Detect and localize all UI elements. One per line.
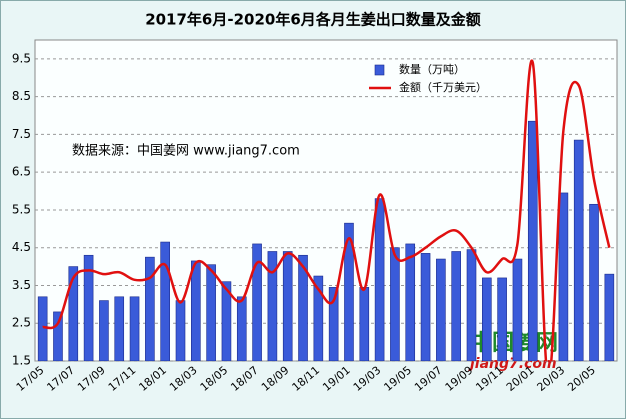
bar [145, 256, 155, 361]
bar [558, 192, 569, 361]
bar [527, 120, 538, 361]
bar [236, 296, 247, 361]
y-tick-label: 5.5 [12, 202, 31, 216]
watermark: jiang7.com [468, 356, 557, 372]
y-tick-label: 8.5 [12, 89, 31, 103]
plot [37, 59, 615, 361]
bar [482, 277, 492, 361]
bar [267, 251, 278, 361]
bar [374, 198, 385, 361]
bar [282, 251, 293, 361]
bar [175, 300, 186, 361]
bar [573, 139, 584, 361]
y-tick-label: 3.5 [12, 278, 31, 292]
bar [191, 260, 201, 361]
y-tick-label: 2.5 [12, 316, 31, 330]
bar [604, 273, 615, 361]
bar [68, 266, 79, 361]
bar [221, 281, 232, 361]
annotation: 数据来源：中国姜网 www.jiang7.com [72, 144, 300, 159]
line [42, 59, 611, 361]
bar [37, 296, 48, 361]
bar [497, 277, 507, 361]
bar [83, 254, 94, 361]
y-tick-label: 1.5 [12, 354, 31, 368]
bar [512, 258, 523, 361]
bar [344, 222, 354, 361]
bar [298, 254, 308, 361]
bar [160, 241, 170, 361]
y-tick-label: 6.5 [12, 165, 31, 179]
bar [589, 203, 599, 361]
bar [252, 243, 262, 361]
bar [206, 264, 216, 361]
legend-label: 数量（万吨） [399, 63, 465, 76]
chart-title: 2017年6月-2020年6月各月生姜出口数量及金额 [145, 11, 481, 29]
bar [328, 287, 339, 361]
bar [359, 287, 370, 361]
legend-label: 金额（千万美元） [399, 80, 487, 94]
bar [114, 296, 125, 361]
y-tick-label: 4.5 [12, 240, 31, 254]
y-tick-label: 7.5 [12, 127, 31, 141]
bar [405, 243, 416, 361]
bar [390, 247, 400, 361]
legend-swatch [374, 64, 385, 76]
bar [313, 275, 324, 361]
bar [129, 296, 140, 361]
bar [99, 300, 109, 361]
y-tick-label: 9.5 [12, 51, 31, 65]
bar [53, 311, 63, 361]
bar [420, 253, 431, 361]
bar [436, 258, 446, 361]
bar [466, 249, 477, 361]
bar [451, 251, 461, 361]
